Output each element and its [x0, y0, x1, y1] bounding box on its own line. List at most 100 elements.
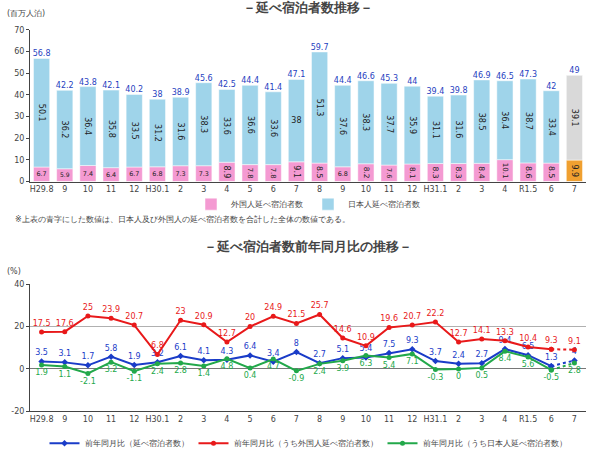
- svg-text:39.4: 39.4: [427, 87, 445, 96]
- svg-text:39.8: 39.8: [450, 86, 468, 95]
- svg-text:2.4: 2.4: [151, 367, 164, 376]
- svg-text:38.3: 38.3: [199, 115, 208, 133]
- svg-text:59.7: 59.7: [311, 43, 329, 52]
- svg-text:46.6: 46.6: [357, 72, 375, 81]
- svg-text:46.5: 46.5: [496, 72, 514, 81]
- svg-text:9: 9: [62, 415, 67, 424]
- svg-text:5.1: 5.1: [336, 345, 349, 354]
- svg-text:7: 7: [294, 415, 299, 424]
- svg-text:H29.8: H29.8: [30, 185, 54, 194]
- svg-text:12.7: 12.7: [450, 329, 468, 338]
- svg-text:7.6: 7.6: [385, 168, 393, 178]
- svg-text:4: 4: [502, 185, 507, 194]
- svg-text:44: 44: [407, 77, 417, 86]
- svg-text:20.9: 20.9: [195, 312, 213, 321]
- svg-text:45.3: 45.3: [380, 74, 398, 83]
- svg-text:42.1: 42.1: [102, 81, 120, 90]
- svg-text:-20: -20: [11, 407, 24, 416]
- svg-text:3: 3: [201, 185, 206, 194]
- svg-text:1.3: 1.3: [545, 353, 558, 362]
- svg-text:8.4: 8.4: [477, 166, 486, 178]
- svg-text:42.2: 42.2: [56, 81, 74, 90]
- svg-text:6.7: 6.7: [36, 170, 46, 178]
- svg-text:5: 5: [248, 185, 253, 194]
- svg-text:6.4: 6.4: [106, 171, 116, 179]
- svg-text:10.4: 10.4: [519, 334, 537, 343]
- svg-text:2: 2: [456, 185, 461, 194]
- svg-text:10: 10: [14, 156, 24, 165]
- svg-text:H30.1: H30.1: [146, 185, 170, 194]
- svg-text:9.3: 9.3: [545, 336, 558, 345]
- svg-text:33.6: 33.6: [269, 119, 278, 137]
- svg-text:23.9: 23.9: [102, 305, 120, 314]
- svg-text:3.2: 3.2: [105, 365, 118, 374]
- svg-text:12: 12: [129, 415, 139, 424]
- svg-text:-0.3: -0.3: [428, 373, 444, 382]
- svg-text:9: 9: [62, 185, 67, 194]
- svg-text:6.8: 6.8: [151, 341, 164, 350]
- svg-text:3.7: 3.7: [429, 348, 442, 357]
- svg-text:3: 3: [479, 415, 484, 424]
- svg-text:14.1: 14.1: [473, 326, 491, 335]
- svg-text:46.9: 46.9: [473, 71, 491, 80]
- svg-text:-0.9: -0.9: [289, 374, 305, 383]
- svg-text:8.6: 8.6: [524, 166, 533, 179]
- svg-text:40.2: 40.2: [125, 85, 143, 94]
- svg-text:H31.1: H31.1: [424, 415, 448, 424]
- svg-text:10: 10: [83, 415, 93, 424]
- svg-text:3.4: 3.4: [267, 349, 280, 358]
- svg-text:10: 10: [361, 185, 371, 194]
- svg-text:38.9: 38.9: [172, 88, 190, 97]
- svg-text:44.4: 44.4: [334, 76, 352, 85]
- svg-text:19.6: 19.6: [380, 314, 398, 323]
- svg-text:5.9: 5.9: [60, 171, 70, 178]
- svg-text:6: 6: [271, 415, 276, 424]
- svg-text:20: 20: [14, 322, 24, 331]
- svg-text:1.7: 1.7: [82, 352, 95, 361]
- svg-text:8: 8: [317, 415, 322, 424]
- svg-text:8.3: 8.3: [454, 167, 463, 179]
- svg-text:3: 3: [201, 415, 206, 424]
- svg-text:17.6: 17.6: [56, 319, 74, 328]
- svg-text:23: 23: [175, 307, 185, 316]
- svg-text:12: 12: [129, 185, 139, 194]
- svg-text:2.8: 2.8: [568, 366, 581, 375]
- svg-text:3.5: 3.5: [35, 348, 48, 357]
- svg-text:42: 42: [546, 82, 556, 91]
- svg-text:50.1: 50.1: [37, 104, 46, 122]
- svg-text:R1.5: R1.5: [519, 415, 537, 424]
- svg-text:7.5: 7.5: [383, 340, 396, 349]
- svg-text:47.1: 47.1: [288, 70, 306, 79]
- svg-text:H31.1: H31.1: [424, 185, 448, 194]
- svg-text:－延べ宿泊者数前年同月比の推移－: －延べ宿泊者数前年同月比の推移－: [204, 239, 412, 254]
- svg-text:51.3: 51.3: [315, 99, 324, 117]
- svg-text:35.9: 35.9: [408, 116, 417, 134]
- svg-text:47.3: 47.3: [519, 70, 537, 79]
- svg-text:49: 49: [569, 66, 579, 75]
- svg-text:38: 38: [152, 90, 162, 99]
- svg-text:6.3: 6.3: [360, 359, 373, 368]
- svg-text:9.1: 9.1: [568, 337, 581, 346]
- svg-text:8.3: 8.3: [431, 167, 440, 179]
- svg-text:4.7: 4.7: [267, 362, 280, 371]
- svg-text:7.1: 7.1: [406, 357, 419, 366]
- svg-text:12: 12: [407, 185, 417, 194]
- svg-text:1.4: 1.4: [197, 369, 210, 378]
- svg-text:6: 6: [549, 415, 554, 424]
- svg-text:9: 9: [340, 415, 345, 424]
- svg-text:2: 2: [178, 185, 183, 194]
- svg-text:36.4: 36.4: [500, 111, 509, 129]
- svg-text:11: 11: [384, 185, 394, 194]
- svg-text:10: 10: [83, 185, 93, 194]
- svg-text:38.5: 38.5: [477, 113, 486, 131]
- svg-text:7.3: 7.3: [175, 170, 185, 178]
- svg-text:2.7: 2.7: [475, 350, 488, 359]
- svg-text:6.7: 6.7: [129, 170, 139, 178]
- svg-text:前年同月比（うち外国人延べ宿泊者数）: 前年同月比（うち外国人延べ宿泊者数）: [234, 439, 378, 448]
- svg-text:70: 70: [14, 26, 24, 35]
- svg-text:2.4: 2.4: [313, 367, 326, 376]
- svg-text:7.8: 7.8: [269, 168, 277, 179]
- svg-text:3: 3: [479, 185, 484, 194]
- svg-text:30: 30: [14, 112, 24, 121]
- svg-text:24.9: 24.9: [264, 303, 282, 312]
